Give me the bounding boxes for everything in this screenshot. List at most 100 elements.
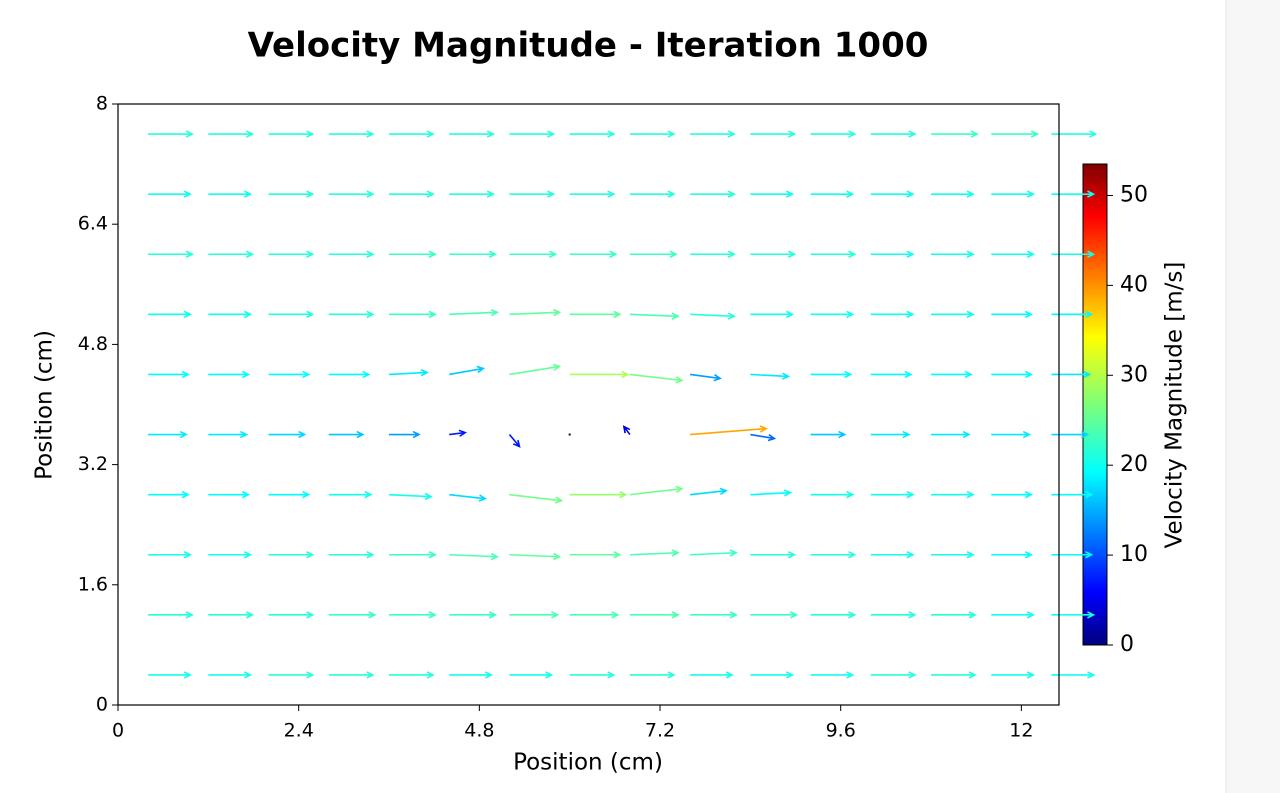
velocity-arrow [509,130,556,138]
velocity-arrow [389,611,437,619]
velocity-arrow [931,551,975,559]
velocity-arrow [629,130,676,138]
velocity-arrow [148,190,192,198]
velocity-arrow [449,493,488,502]
velocity-arrow [268,430,307,439]
velocity-arrow [810,551,857,559]
velocity-arrow [449,671,494,679]
velocity-arrow [509,611,560,619]
velocity-arrow [449,250,498,258]
velocity-arrow [690,425,768,436]
velocity-arrow [810,490,855,499]
velocity-arrow [509,552,562,561]
y-tick-label: 6.4 [78,213,108,235]
velocity-arrow [810,671,855,679]
velocity-arrow [690,671,734,679]
velocity-arrow [690,549,738,557]
velocity-arrow [1051,370,1092,379]
velocity-arrow [810,190,855,198]
velocity-arrow [750,433,777,442]
velocity-arrow [750,250,797,258]
velocity-arrow [569,310,622,319]
velocity-arrow [509,493,564,504]
velocity-arrow [208,611,255,619]
velocity-arrow [810,430,847,439]
velocity-arrow [148,370,190,379]
velocity-arrow [1051,671,1096,679]
velocity-arrow [208,490,251,499]
velocity-arrow [991,130,1040,138]
velocity-arrow [931,130,979,138]
velocity-arrow [870,130,917,138]
velocity-arrow [328,130,375,138]
velocity-arrow [449,130,496,138]
colorbar-tick-label: 50 [1120,182,1148,207]
velocity-arrow [1051,551,1094,559]
colorbar-tick-label: 30 [1120,362,1148,387]
velocity-arrow [148,611,194,619]
velocity-arrow [690,487,728,496]
velocity-arrow [991,551,1034,559]
velocity-arrow [931,671,977,679]
velocity-arrow [750,130,797,138]
velocity-arrow [931,370,973,379]
velocity-arrow [268,611,315,619]
velocity-arrow [810,611,857,619]
velocity-arrow [148,250,194,258]
velocity-arrow [148,130,194,138]
velocity-arrow [750,190,795,198]
velocity-arrow [389,671,435,679]
velocity-arrow [810,250,857,258]
velocity-arrow [870,250,915,258]
velocity-arrow [870,430,911,439]
velocity-arrow [208,130,255,138]
plot-frame [117,103,1060,706]
velocity-arrow [509,363,562,376]
velocity-arrow [690,611,738,619]
velocity-arrow [810,310,855,319]
velocity-arrow [268,310,315,319]
velocity-arrow [622,425,631,436]
velocity-arrow [268,490,311,499]
velocity-arrow [569,190,616,198]
velocity-arrow [268,250,315,258]
zero-vector [568,433,571,436]
velocity-arrow [629,485,684,496]
velocity-arrow [569,611,620,619]
velocity-arrow [931,611,977,619]
velocity-arrow [449,365,485,376]
y-tick-label: 8 [96,93,108,115]
velocity-arrow [328,430,365,439]
velocity-arrow [870,310,915,319]
velocity-arrow [208,671,253,679]
velocity-arrow [509,190,556,198]
y-tick-label: 0 [96,694,108,716]
velocity-arrow [508,434,521,448]
velocity-arrow [509,308,562,317]
velocity-arrow [810,370,853,379]
velocity-arrow [629,611,680,619]
velocity-arrow [268,130,315,138]
velocity-arrow [1051,430,1090,439]
velocity-arrow [569,250,618,258]
velocity-arrow [991,310,1034,319]
velocity-arrow [629,250,678,258]
velocity-arrow [328,310,375,319]
velocity-arrow [690,130,736,138]
velocity-arrow [931,430,971,439]
velocity-arrow [991,370,1034,379]
velocity-arrow [208,551,253,559]
velocity-arrow [629,190,676,198]
velocity-arrow [328,551,375,559]
colorbar-tick-label: 40 [1120,272,1148,297]
x-tick-label: 7.2 [645,720,675,742]
velocity-arrow [328,190,375,198]
chart-title: Velocity Magnitude - Iteration 1000 [248,26,929,66]
velocity-arrow [328,611,377,619]
velocity-arrow [870,190,915,198]
velocity-arrow [569,671,616,679]
velocity-arrow [991,250,1036,258]
velocity-arrow [629,549,680,557]
velocity-arrow [148,430,188,439]
